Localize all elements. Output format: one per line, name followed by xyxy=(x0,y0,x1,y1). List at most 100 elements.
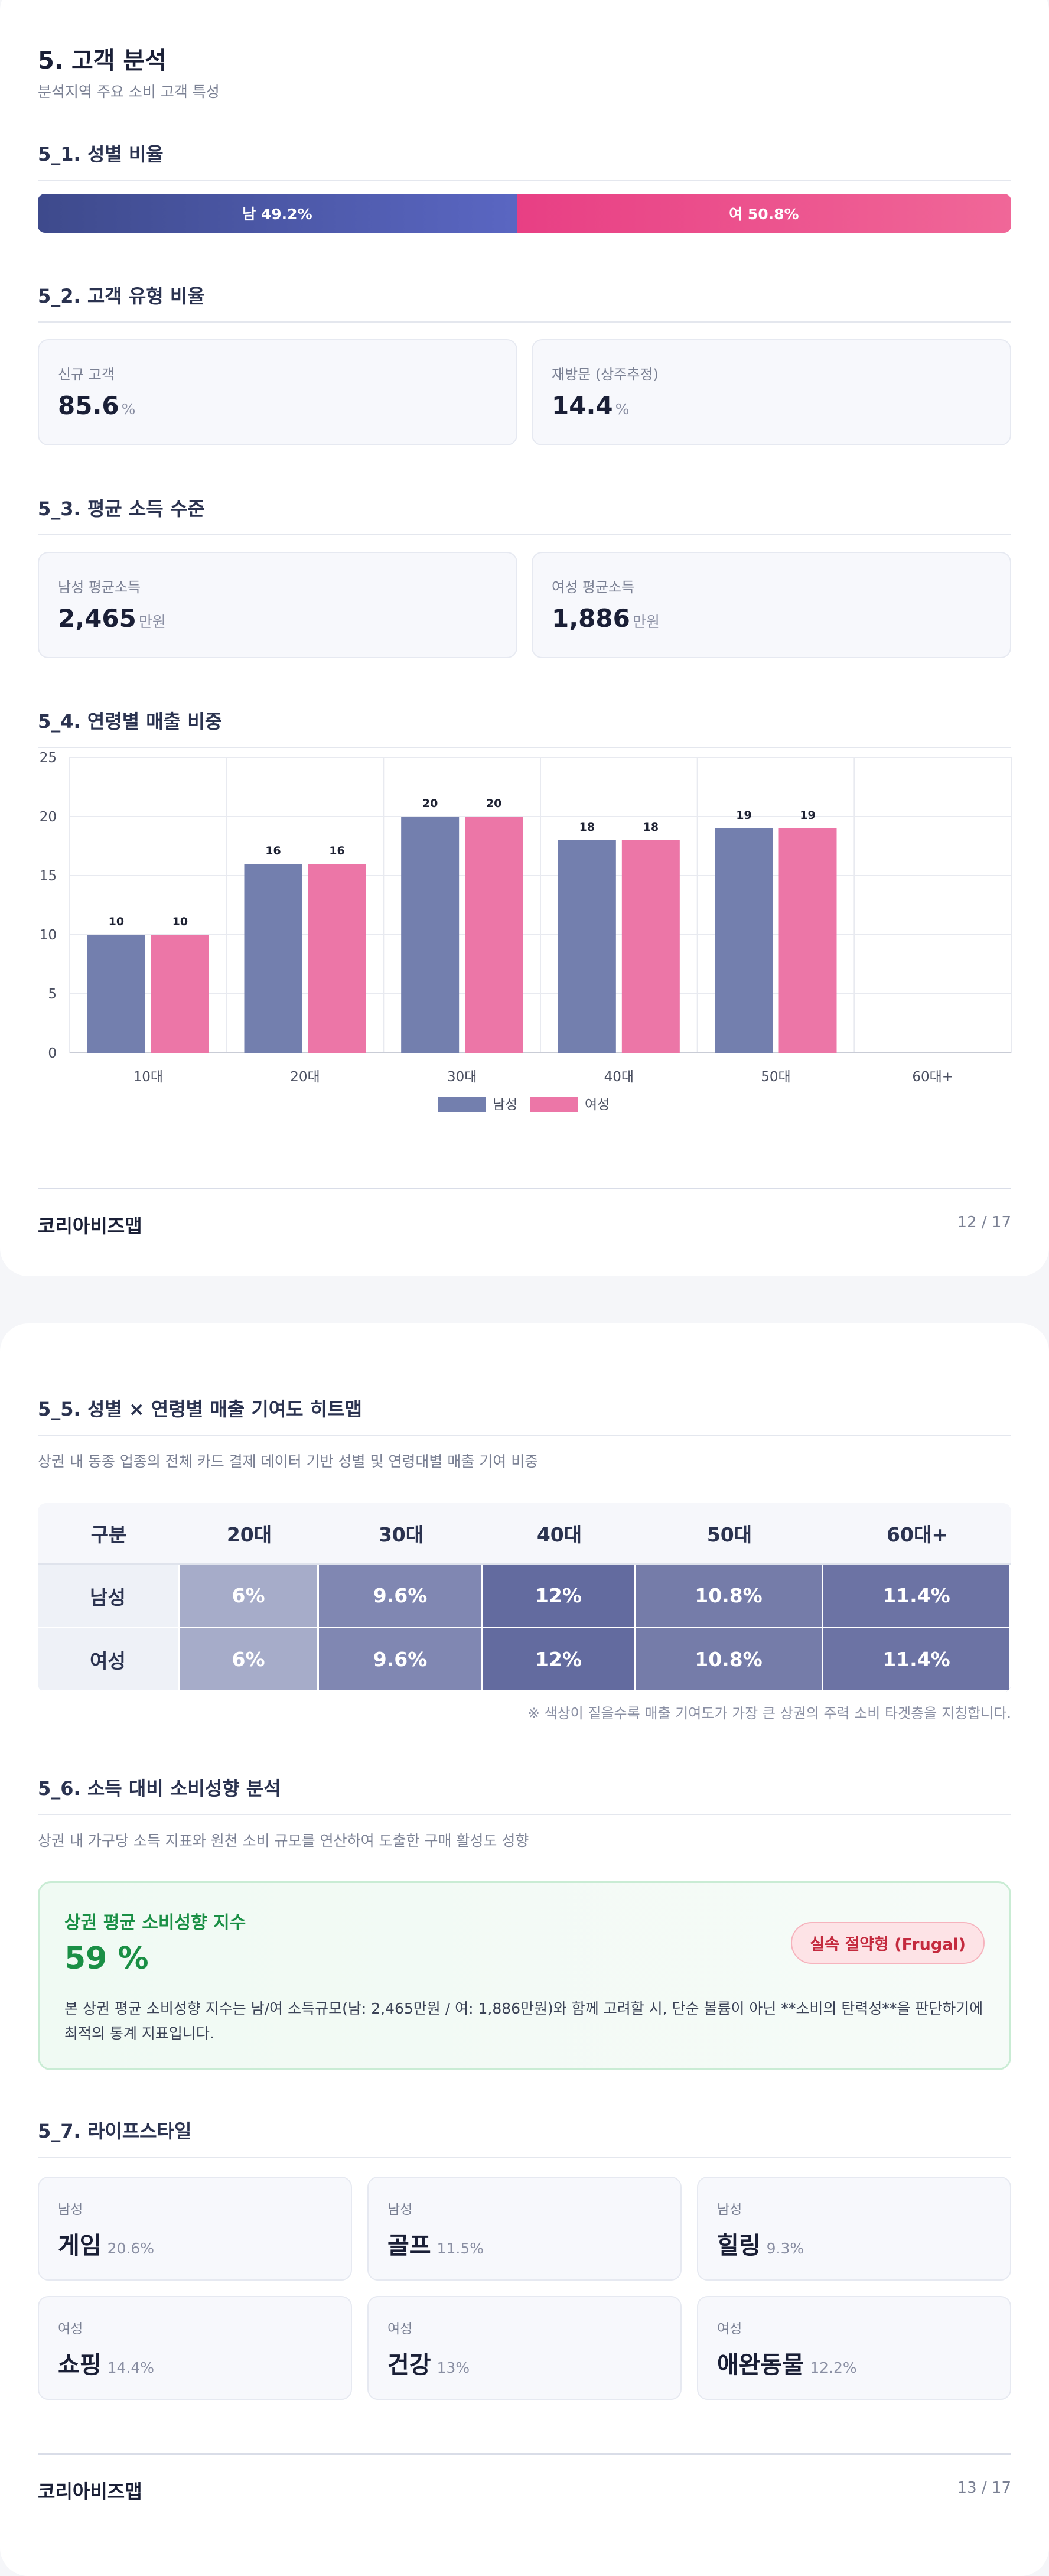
heatmap-note: ※ 색상이 짙을수록 매출 기여도가 가장 큰 상권의 주력 소비 타겟층을 지… xyxy=(527,1705,1011,1722)
x-tick-label: 20대 xyxy=(290,1069,320,1085)
stat-value: 2,465 만원 xyxy=(58,604,166,633)
stat-value: 1,886 만원 xyxy=(552,604,660,633)
lifestyle-card: 여성 건강 13% xyxy=(367,2296,682,2400)
x-tick-label: 60대+ xyxy=(912,1069,953,1085)
heatmap-col-header: 60대+ xyxy=(823,1503,1011,1565)
section-heading-lifestyle: 5_7. 라이프스타일 xyxy=(38,2116,1011,2158)
heatmap-table: 구분 20대 30대 40대 50대 60대+ 남성 6% 9.6% 12% 1… xyxy=(38,1503,1011,1692)
legend-label: 남성 xyxy=(493,1097,517,1113)
lifestyle-name: 게임 20.6% xyxy=(58,2232,155,2259)
stat-card-new-customer: 신규 고객 85.6% xyxy=(38,339,517,445)
stat-value: 85.6% xyxy=(58,391,136,420)
footer-divider xyxy=(38,2453,1011,2455)
consumption-type-badge: 실속 절약형 (Frugal) xyxy=(791,1922,985,1964)
x-tick-label: 30대 xyxy=(447,1069,477,1085)
consumption-description: 상권 내 가구당 소득 지표와 원천 소비 규모를 연산하여 도출한 구매 활성… xyxy=(38,1832,529,1849)
stat-card-male-income: 남성 평균소득 2,465 만원 xyxy=(38,552,517,658)
lifestyle-gender: 남성 xyxy=(717,2202,742,2217)
bar-data-label: 20 xyxy=(486,797,501,810)
footer-brand: 코리아비즈맵 xyxy=(38,1215,142,1237)
consumption-index-text: 본 상권 평균 소비성향 지수는 남/여 소득규모(남: 2,465만원 / 여… xyxy=(64,2000,983,2042)
x-tick-label: 10대 xyxy=(133,1069,163,1085)
bar-data-label: 16 xyxy=(329,844,344,857)
heatmap-col-header: 40대 xyxy=(483,1503,636,1565)
gender-ratio-bar: 남 49.2% 여 50.8% xyxy=(38,194,1011,233)
page-number: 12 / 17 xyxy=(957,1214,1011,1231)
heatmap-row-header: 여성 xyxy=(38,1628,180,1692)
heatmap-row-female: 여성 6% 9.6% 12% 10.8% 11.4% xyxy=(38,1628,1011,1692)
report-page-13: 5_5. 성별 × 연령별 매출 기여도 히트맵 상권 내 동종 업종의 전체 … xyxy=(0,1323,1049,2576)
stat-card-female-income: 여성 평균소득 1,886 만원 xyxy=(532,552,1011,658)
stat-card-return-customer: 재방문 (상주추정) 14.4% xyxy=(532,339,1011,445)
lifestyle-pct: 11.5% xyxy=(436,2240,484,2257)
section-heading-age-sales: 5_4. 연령별 매출 비중 xyxy=(38,707,1011,748)
lifestyle-gender: 여성 xyxy=(717,2321,742,2337)
gender-bar-male: 남 49.2% xyxy=(38,194,517,233)
legend-swatch xyxy=(530,1097,578,1112)
bar-data-label: 16 xyxy=(265,844,281,857)
lifestyle-card: 여성 쇼핑 14.4% xyxy=(38,2296,352,2400)
heatmap-cell: 9.6% xyxy=(319,1565,483,1628)
heatmap-row-male: 남성 6% 9.6% 12% 10.8% 11.4% xyxy=(38,1565,1011,1628)
bar-data-label: 10 xyxy=(109,915,124,928)
stat-value: 14.4% xyxy=(552,391,630,420)
lifestyle-gender: 남성 xyxy=(58,2202,83,2217)
lifestyle-card: 여성 애완동물 12.2% xyxy=(697,2296,1011,2400)
lifestyle-card: 남성 골프 11.5% xyxy=(367,2177,682,2281)
stat-label: 여성 평균소득 xyxy=(552,579,635,596)
lifestyle-pct: 9.3% xyxy=(766,2240,804,2257)
heatmap-col-header: 구분 xyxy=(38,1503,180,1565)
y-tick-label: 20 xyxy=(40,809,57,825)
lifestyle-pct: 14.4% xyxy=(107,2359,155,2376)
heatmap-cell: 10.8% xyxy=(636,1565,823,1628)
bar-data-label: 18 xyxy=(643,821,659,834)
heatmap-col-header: 20대 xyxy=(180,1503,319,1565)
stat-label: 신규 고객 xyxy=(58,366,115,383)
consumption-index-title: 상권 평균 소비성향 지수 xyxy=(64,1913,246,1933)
footer-divider xyxy=(38,1188,1011,1189)
bar-data-label: 18 xyxy=(579,821,595,834)
bar-male xyxy=(401,817,460,1053)
legend-swatch xyxy=(438,1097,486,1112)
section-heading-gender: 5_1. 성별 비율 xyxy=(38,139,1011,181)
lifestyle-card: 남성 게임 20.6% xyxy=(38,2177,352,2281)
y-tick-label: 0 xyxy=(48,1046,57,1061)
heatmap-cell: 11.4% xyxy=(823,1565,1011,1628)
lifestyle-gender: 남성 xyxy=(387,2202,413,2217)
consumption-index-value: 59 % xyxy=(64,1941,149,1976)
heatmap-col-header: 30대 xyxy=(319,1503,483,1565)
stat-label: 재방문 (상주추정) xyxy=(552,366,659,383)
page-number: 13 / 17 xyxy=(957,2479,1011,2497)
y-tick-label: 10 xyxy=(40,928,57,943)
report-page-12: 5. 고객 분석 분석지역 주요 소비 고객 특성 5_1. 성별 비율 남 4… xyxy=(0,0,1049,1276)
lifestyle-card: 남성 힐링 9.3% xyxy=(697,2177,1011,2281)
y-tick-label: 15 xyxy=(40,869,57,884)
heatmap-cell: 6% xyxy=(180,1565,319,1628)
bar-female xyxy=(778,828,837,1053)
page-title: 5. 고객 분석 xyxy=(38,47,167,74)
heatmap-row-header: 남성 xyxy=(38,1565,180,1628)
bar-female xyxy=(621,840,680,1053)
heatmap-cell: 11.4% xyxy=(823,1628,1011,1692)
section-heading-customer-type: 5_2. 고객 유형 비율 xyxy=(38,281,1011,323)
heatmap-col-header: 50대 xyxy=(636,1503,823,1565)
lifestyle-name: 쇼핑 14.4% xyxy=(58,2351,155,2379)
stat-label: 남성 평균소득 xyxy=(58,579,141,596)
lifestyle-name: 힐링 9.3% xyxy=(717,2232,804,2259)
bar-male xyxy=(715,828,773,1053)
section-heading-consumption: 5_6. 소득 대비 소비성향 분석 xyxy=(38,1774,1011,1815)
heatmap-description: 상권 내 동종 업종의 전체 카드 결제 데이터 기반 성별 및 연령대별 매출… xyxy=(38,1453,539,1470)
bar-data-label: 19 xyxy=(800,809,815,822)
legend-label: 여성 xyxy=(585,1097,610,1113)
bar-female xyxy=(151,935,209,1053)
bar-male xyxy=(87,935,145,1053)
x-tick-label: 50대 xyxy=(761,1069,790,1085)
gender-bar-female: 여 50.8% xyxy=(516,194,1011,233)
y-tick-label: 5 xyxy=(48,987,57,1002)
lifestyle-gender: 여성 xyxy=(387,2321,413,2337)
heatmap-cell: 9.6% xyxy=(319,1628,483,1692)
lifestyle-name: 골프 11.5% xyxy=(387,2232,484,2259)
heatmap-cell: 12% xyxy=(483,1565,636,1628)
lifestyle-name: 건강 13% xyxy=(387,2351,470,2379)
consumption-index-box: 상권 평균 소비성향 지수 59 % 실속 절약형 (Frugal) 본 상권 … xyxy=(38,1881,1011,2070)
